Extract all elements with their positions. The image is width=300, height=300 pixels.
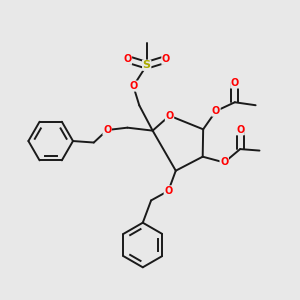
Text: O: O: [165, 111, 174, 121]
Text: S: S: [143, 60, 151, 70]
Text: O: O: [123, 54, 131, 64]
Text: O: O: [162, 54, 170, 64]
Text: O: O: [231, 78, 239, 88]
Text: O: O: [103, 125, 111, 135]
Text: O: O: [220, 158, 228, 167]
Text: O: O: [129, 81, 137, 91]
Text: O: O: [236, 125, 244, 135]
Text: O: O: [164, 186, 172, 196]
Text: O: O: [212, 106, 220, 116]
